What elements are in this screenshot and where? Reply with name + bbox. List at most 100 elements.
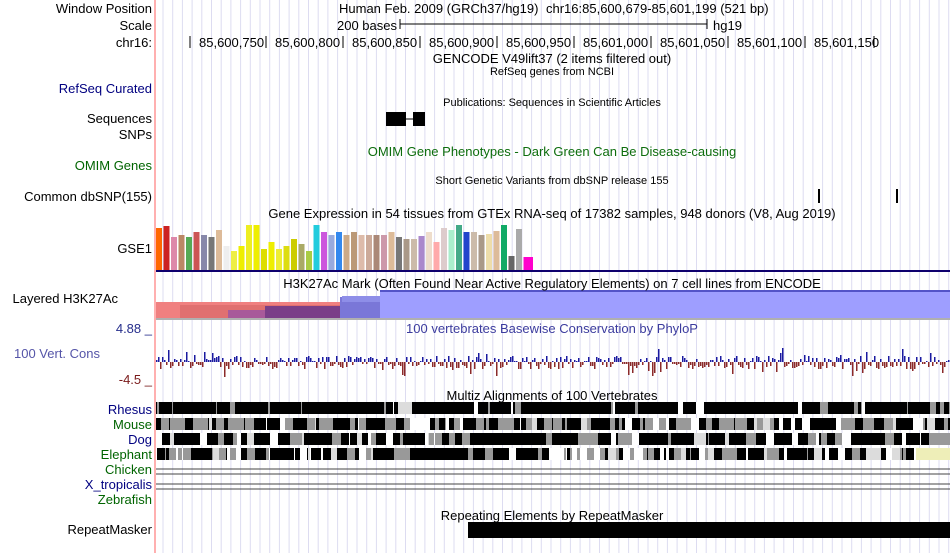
multiz-mouse-row [439,418,445,430]
multiz-elephant-row [371,448,373,460]
multiz-mouse-row [176,418,184,430]
species-zebrafish-label[interactable]: Zebrafish [97,492,152,507]
multiz-mouse-row [684,418,688,430]
gtex-tissue-bar [171,237,177,270]
omim-genes-label[interactable]: OMIM Genes [74,158,152,173]
multiz-rhesus-row [908,402,912,414]
phylop-positive-bar [522,358,524,362]
conservation-track-title[interactable]: 100 vertebrates Basewise Conservation by… [406,321,698,336]
phylop-negative-bar [482,362,484,369]
multiz-rhesus-row [246,402,248,414]
multiz-mouse-row [575,418,581,430]
multiz-dog-row [717,433,723,445]
multiz-elephant-row [538,448,542,460]
multiz-rhesus-row [621,402,628,414]
multiz-dog-row [706,433,708,445]
multiz-mouse-row [446,418,449,430]
multiz-rhesus-row [363,402,364,414]
layered-h3k27ac-label[interactable]: Layered H3K27Ac [12,291,118,306]
species-mouse-label[interactable]: Mouse [112,417,152,432]
multiz-elephant-row [165,448,166,460]
multiz-rhesus-row [704,402,711,414]
multiz-elephant-row [287,448,294,460]
phylop-negative-bar [362,362,364,364]
phylop-negative-bar [258,362,260,364]
multiz-elephant-row [577,448,580,460]
multiz-mouse-row [319,418,327,430]
species-xtropicalis-label[interactable]: X_tropicalis [84,477,152,492]
multiz-mouse-row [506,418,514,430]
multiz-mouse-row [244,418,245,430]
multiz-dog-row [739,433,746,445]
species-dog-label[interactable]: Dog [128,432,152,447]
phylop-positive-bar [360,357,362,362]
phylop-negative-bar [606,362,608,367]
multiz-elephant-row [549,448,557,460]
gse1-label[interactable]: GSE1 [117,241,152,256]
phylop-positive-bar [180,359,182,362]
species-elephant-label[interactable]: Elephant [100,447,152,462]
publication-sequence-block [413,112,425,126]
conservation-label[interactable]: 100 Vert. Cons [14,346,100,361]
multiz-track-title[interactable]: Multiz Alignments of 100 Vertebrates [446,388,658,403]
refseq-curated-label[interactable]: RefSeq Curated [58,81,152,96]
phylop-positive-bar [546,356,548,362]
species-chicken-label[interactable]: Chicken [105,462,152,477]
phylop-negative-bar [500,362,502,368]
phylop-positive-bar [326,357,328,362]
phylop-negative-bar [630,362,632,366]
snps-label[interactable]: SNPs [118,127,152,142]
multiz-dog-row [709,433,717,445]
repeatmasker-label[interactable]: RepeatMasker [67,522,152,537]
omim-track-title[interactable]: OMIM Gene Phenotypes - Dark Green Can Be… [367,144,737,159]
multiz-elephant-row [542,448,549,460]
gtex-tissue-bar [223,246,230,270]
dbsnp-track-title[interactable]: Short Genetic Variants from dbSNP releas… [435,175,669,187]
phylop-positive-bar [310,358,312,362]
multiz-dog-row [851,433,854,445]
phylop-positive-bar [524,361,526,362]
multiz-rhesus-row [380,402,384,414]
region-position[interactable]: chr16:85,600,679-85,601,199 (521 bp) [546,1,769,16]
phylop-negative-bar [822,362,824,366]
gtex-tissue-bar [471,232,477,270]
multiz-elephant-row [389,448,394,460]
phylop-positive-bar [728,359,730,362]
multiz-elephant-row [445,448,453,460]
multiz-elephant-row [705,448,707,460]
publications-track-title[interactable]: Publications: Sequences in Scientific Ar… [443,97,661,109]
repeatmasker-track-title[interactable]: Repeating Elements by RepeatMasker [440,508,664,523]
multiz-elephant-row [866,448,873,460]
phylop-positive-bar [888,356,890,362]
multiz-mouse-row [944,418,948,430]
multiz-rhesus-row [289,402,297,414]
phylop-negative-bar [940,362,942,365]
gtex-tissue-bar [448,230,455,270]
multiz-dog-row [208,433,215,445]
multiz-rhesus-row [861,402,862,414]
sequences-label[interactable]: Sequences [86,111,152,126]
phylop-positive-bar [486,354,488,362]
phylop-negative-bar [418,362,420,365]
phylop-positive-bar [684,358,686,362]
multiz-mouse-row [208,418,209,430]
multiz-dog-row [868,433,873,445]
common-dbsnp-label[interactable]: Common dbSNP(155) [24,189,152,204]
multiz-rhesus-row [207,402,214,414]
species-rhesus-label[interactable]: Rhesus [107,402,152,417]
refseq-track-title[interactable]: RefSeq genes from NCBI [489,66,615,78]
multiz-rhesus-row [687,402,693,414]
multiz-dog-row [805,433,808,445]
gtex-track-title[interactable]: Gene Expression in 54 tissues from GTEx … [268,206,836,221]
phylop-negative-bar [404,362,406,376]
multiz-elephant-row [654,448,655,460]
phylop-negative-bar [802,362,804,365]
gencode-track-title[interactable]: GENCODE V49lift37 (2 items filtered out) [432,51,672,66]
multiz-rhesus-row [302,402,309,414]
multiz-dog-row [215,433,218,445]
multiz-rhesus-row [721,402,725,414]
multiz-elephant-row [178,448,182,460]
phylop-negative-bar [706,362,708,365]
h3k27ac-track-title[interactable]: H3K27Ac Mark (Often Found Near Active Re… [283,276,821,291]
